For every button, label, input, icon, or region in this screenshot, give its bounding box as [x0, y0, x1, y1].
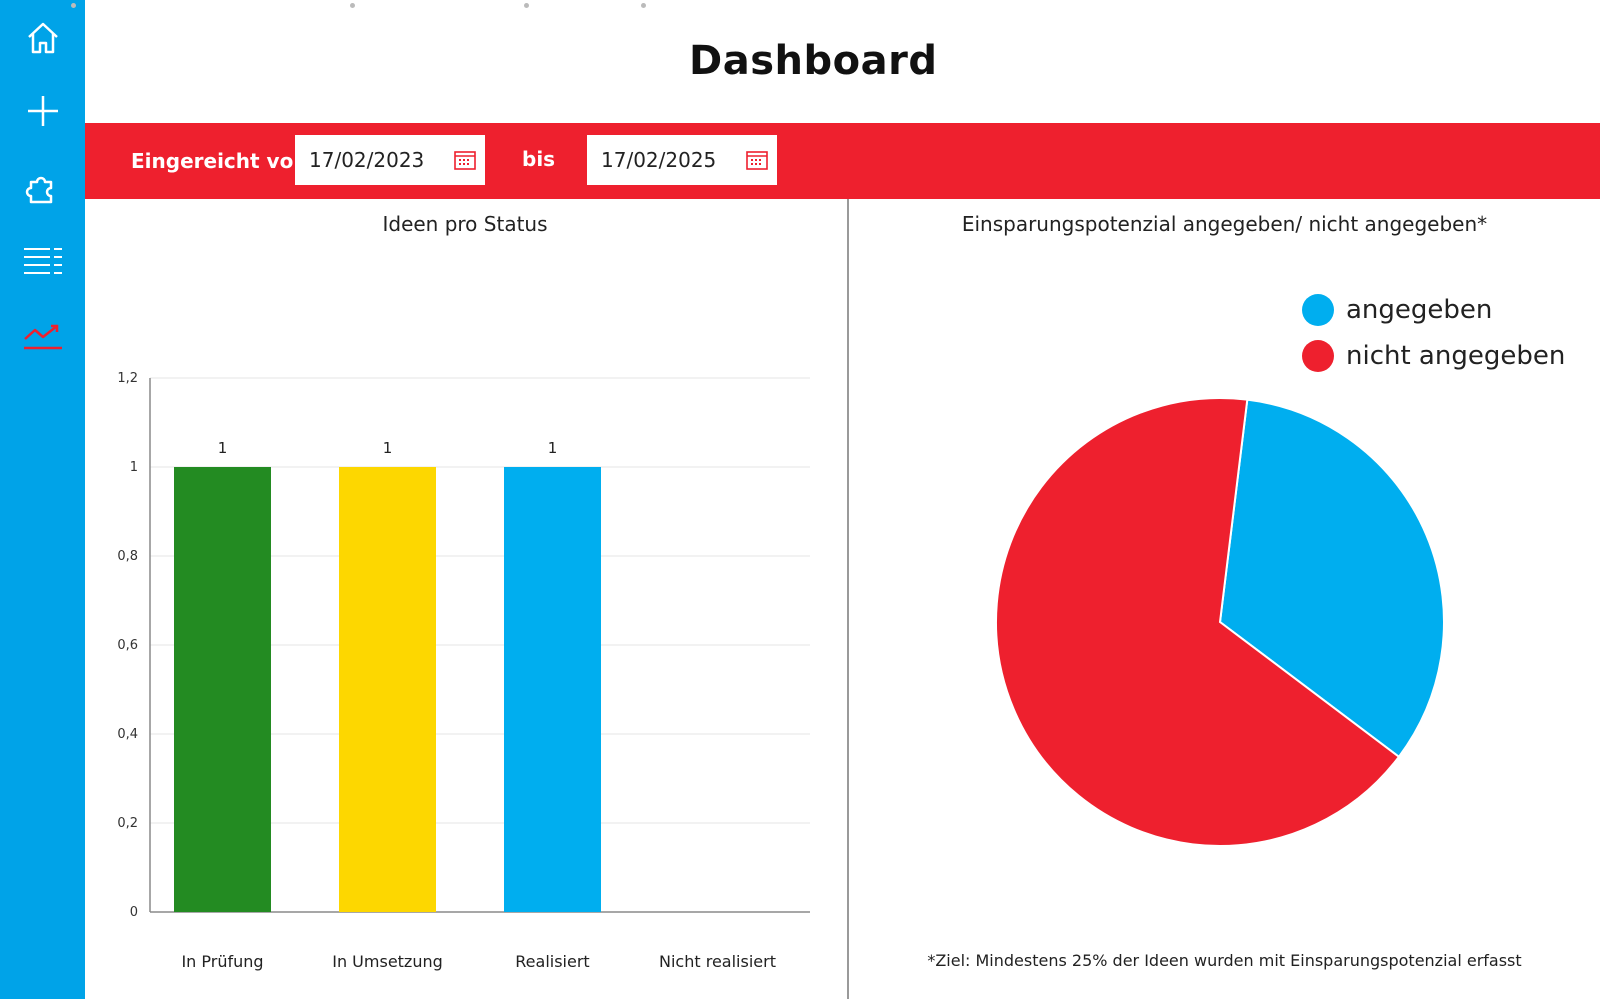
x-tick-label: In Umsetzung [332, 952, 443, 971]
from-label: Eingereicht von [131, 149, 308, 173]
pie-chart-title: Einsparungspotenzial angegeben/ nicht an… [961, 212, 1488, 236]
bar-chart: 0 0,2 0,4 0,6 0,8 1 1,2 1 In Prüfung 1 In Umsetzun… [117, 371, 810, 971]
handle-dot [524, 3, 529, 8]
y-tick-label: 0 [130, 905, 138, 920]
y-tick-label: 0,4 [117, 727, 138, 742]
date-filter-bar: Eingereicht von 17/02/2023 bis 17/02/202… [85, 123, 1600, 199]
to-date-value: 17/02/2025 [601, 148, 717, 172]
y-tick-label: 1 [130, 460, 138, 475]
handle-dot [350, 3, 355, 8]
bar [339, 467, 436, 912]
sidebar [0, 0, 85, 999]
pie-slice-nicht-angegeben [995, 397, 1401, 847]
bar-data-label: 1 [383, 439, 393, 457]
y-tick-label: 0,8 [117, 549, 138, 564]
page-title: Dashboard [689, 38, 938, 84]
handle-dot [71, 3, 76, 8]
nav-puzzle[interactable] [0, 156, 85, 216]
legend-swatch [1302, 340, 1334, 372]
from-calendar-button[interactable] [445, 135, 485, 185]
to-date-field[interactable]: 17/02/2025 [587, 135, 777, 185]
x-tick-label: Nicht realisiert [659, 952, 776, 971]
pie-slice-angegeben [1218, 398, 1445, 759]
y-tick-label: 0,6 [117, 638, 138, 653]
y-tick-label: 1,2 [117, 371, 138, 386]
pie-footnote: *Ziel: Mindestens 25% der Ideen wurden m… [927, 951, 1522, 970]
bar-data-label: 1 [548, 439, 558, 457]
pie-chart [995, 397, 1445, 847]
nav-add[interactable] [0, 81, 85, 141]
x-tick-label: In Prüfung [181, 952, 263, 971]
calendar-icon [746, 151, 768, 170]
bar [174, 467, 271, 912]
legend-label: nicht angegeben [1346, 341, 1566, 371]
from-date-field[interactable]: 17/02/2023 [295, 135, 485, 185]
x-tick-label: Realisiert [515, 952, 589, 971]
nav-list[interactable] [0, 231, 85, 291]
bar-chart-title: Ideen pro Status [382, 212, 548, 236]
bar [504, 467, 601, 912]
handle-dot [641, 3, 646, 8]
panel-divider [847, 199, 849, 999]
list-icon [23, 248, 62, 274]
nav-home[interactable] [0, 8, 85, 68]
nav-dashboard[interactable] [0, 306, 85, 366]
header: Dashboard [71, 0, 1600, 123]
plus-icon [27, 96, 58, 126]
trend-chart-icon [23, 324, 62, 350]
legend-swatch [1302, 294, 1334, 326]
to-label: bis [522, 147, 556, 171]
puzzle-icon [25, 176, 52, 204]
legend-item: angegeben [1302, 294, 1492, 326]
to-calendar-button[interactable] [737, 135, 777, 185]
calendar-icon [454, 151, 476, 170]
legend-label: angegeben [1346, 295, 1493, 325]
legend-item: nicht angegeben [1302, 340, 1565, 372]
home-icon [27, 22, 58, 54]
from-date-value: 17/02/2023 [309, 148, 425, 172]
y-tick-label: 0,2 [117, 816, 138, 831]
bar-data-label: 1 [218, 439, 228, 457]
